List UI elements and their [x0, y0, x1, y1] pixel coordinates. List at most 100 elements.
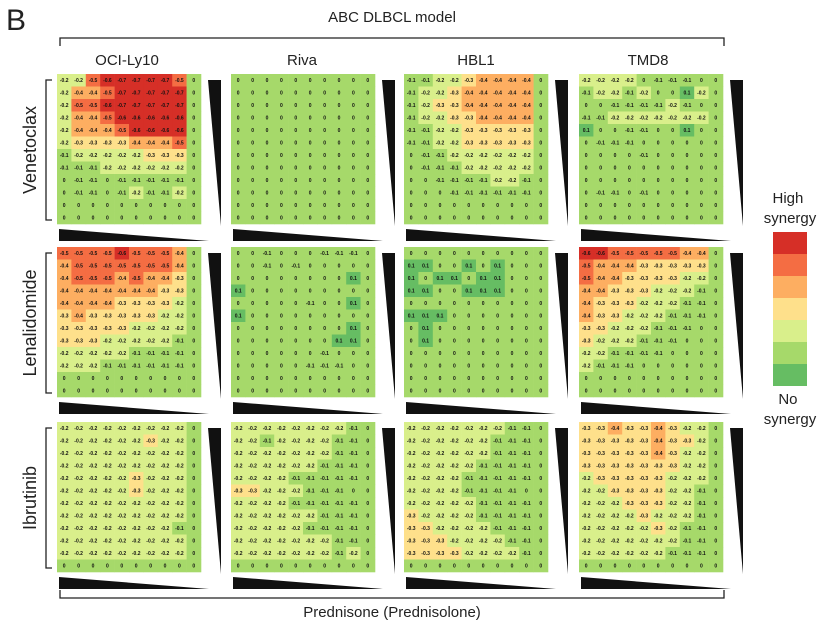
cell-value: -0.2: [407, 501, 416, 507]
cell-value: -0.4: [508, 103, 517, 109]
cell-value: 0: [192, 464, 195, 470]
cell-value: -0.2: [639, 314, 648, 320]
heatmap-cell: [231, 99, 246, 112]
heatmap-cell: [317, 111, 333, 125]
cell-value: -0.2: [611, 91, 620, 97]
cell-value: 0: [525, 564, 528, 570]
cell-value: 0: [424, 191, 427, 197]
cell-value: -0.1: [464, 476, 473, 482]
cell-value: 0: [496, 364, 499, 370]
cell-value: -0.1: [493, 526, 502, 532]
cell-value: -0.1: [349, 464, 358, 470]
cell-value: 0: [338, 314, 341, 320]
cell-value: 0.1: [583, 128, 590, 134]
heatmap-cell: [360, 211, 376, 225]
heatmap-cell: [172, 186, 187, 200]
cell-value: -0.2: [103, 464, 112, 470]
heatmap-cell: [157, 161, 173, 175]
cell-value: 0: [266, 301, 269, 307]
cell-value: -0.2: [582, 364, 591, 370]
cell-value: 0.1: [422, 289, 429, 295]
cell-value: 0: [237, 166, 240, 172]
cell-value: -0.1: [522, 526, 531, 532]
heatmap-cell: [186, 86, 202, 100]
cell-value: 0: [192, 439, 195, 445]
heatmap-cell: [593, 86, 609, 100]
cell-value: 0: [237, 326, 240, 332]
heatmap-cell: [360, 161, 376, 175]
cell-value: -0.3: [89, 141, 98, 147]
cell-value: -0.1: [639, 339, 648, 345]
heatmap-cell: [317, 86, 333, 100]
cell-value: 0: [599, 103, 602, 109]
cell-value: -0.2: [132, 166, 141, 172]
cell-value: -0.4: [89, 91, 98, 97]
cell-value: 0: [192, 314, 195, 320]
heatmap-venetoclax-tmd8: -0.2 -0.2 -0.2 -0.2 0 -0.1 -0.1 -0.1 0 0-0.1 -0.2-…: [579, 74, 743, 241]
cell-value: -0.3: [683, 264, 692, 270]
cell-value: 0: [714, 153, 717, 159]
cell-value: 0: [280, 326, 283, 332]
cell-value: 0: [192, 78, 195, 84]
cell-value: -0.2: [407, 451, 416, 457]
cell-value: -0.2: [596, 539, 605, 545]
heatmap-cell: [490, 199, 506, 212]
cell-value: -0.3: [146, 314, 155, 320]
cell-value: -0.1: [493, 191, 502, 197]
cell-value: 0: [280, 364, 283, 370]
cell-value: -0.2: [89, 526, 98, 532]
cell-value: 0: [714, 103, 717, 109]
cell-value: 0: [657, 364, 660, 370]
cell-value: 0: [511, 289, 514, 295]
cell-value: -0.1: [291, 476, 300, 482]
heatmap-cell: [504, 111, 520, 125]
cell-value: 0: [628, 564, 631, 570]
cell-value: 0: [439, 376, 442, 382]
cell-value: -0.1: [335, 489, 344, 495]
cell-value: -0.2: [508, 551, 517, 557]
heatmap-cell: [100, 124, 115, 137]
heatmap-cell: [708, 74, 724, 87]
cell-value: 0: [511, 564, 514, 570]
cell-value: 0: [439, 301, 442, 307]
cell-value: 0: [424, 564, 427, 570]
cell-value: -0.2: [277, 426, 286, 432]
cell-value: 0: [352, 141, 355, 147]
heatmap-cell: [114, 124, 130, 137]
cell-value: -0.1: [611, 351, 620, 357]
cell-value: -0.7: [175, 103, 184, 109]
cell-value: 0.1: [480, 289, 487, 295]
cell-value: 0: [280, 141, 283, 147]
heatmap-cell: [593, 111, 609, 125]
cell-value: -0.2: [146, 426, 155, 432]
cell-value: 0: [496, 251, 499, 257]
cell-value: 0: [410, 339, 413, 345]
cell-value: -0.2: [306, 426, 315, 432]
cell-value: -0.2: [493, 166, 502, 172]
cell-value: 0: [599, 203, 602, 209]
heatmap-cell: [404, 124, 419, 137]
cell-value: -0.2: [291, 539, 300, 545]
cell-value: -0.2: [74, 351, 83, 357]
cell-value: -0.7: [132, 103, 141, 109]
cell-value: -0.5: [146, 264, 155, 270]
cell-value: 0: [309, 564, 312, 570]
column-label-oci-ly10: OCI-Ly10: [95, 52, 159, 69]
heatmap-cell: [331, 74, 347, 87]
cell-value: -0.2: [146, 551, 155, 557]
cell-value: 0: [599, 389, 602, 395]
cell-value: 0: [266, 91, 269, 97]
cell-value: 0: [77, 564, 80, 570]
cell-value: 0: [642, 78, 645, 84]
cell-value: -0.1: [450, 166, 459, 172]
cell-value: -0.1: [654, 339, 663, 345]
cell-value: 0: [237, 103, 240, 109]
cell-value: 0.1: [422, 314, 429, 320]
heatmap-cell: [114, 199, 130, 212]
cell-value: -0.2: [248, 526, 257, 532]
cell-value: -0.1: [493, 514, 502, 520]
heatmap-cell: [447, 186, 462, 200]
cell-value: -0.5: [582, 264, 591, 270]
cell-value: -0.2: [625, 526, 634, 532]
cell-value: -0.4: [161, 276, 170, 282]
